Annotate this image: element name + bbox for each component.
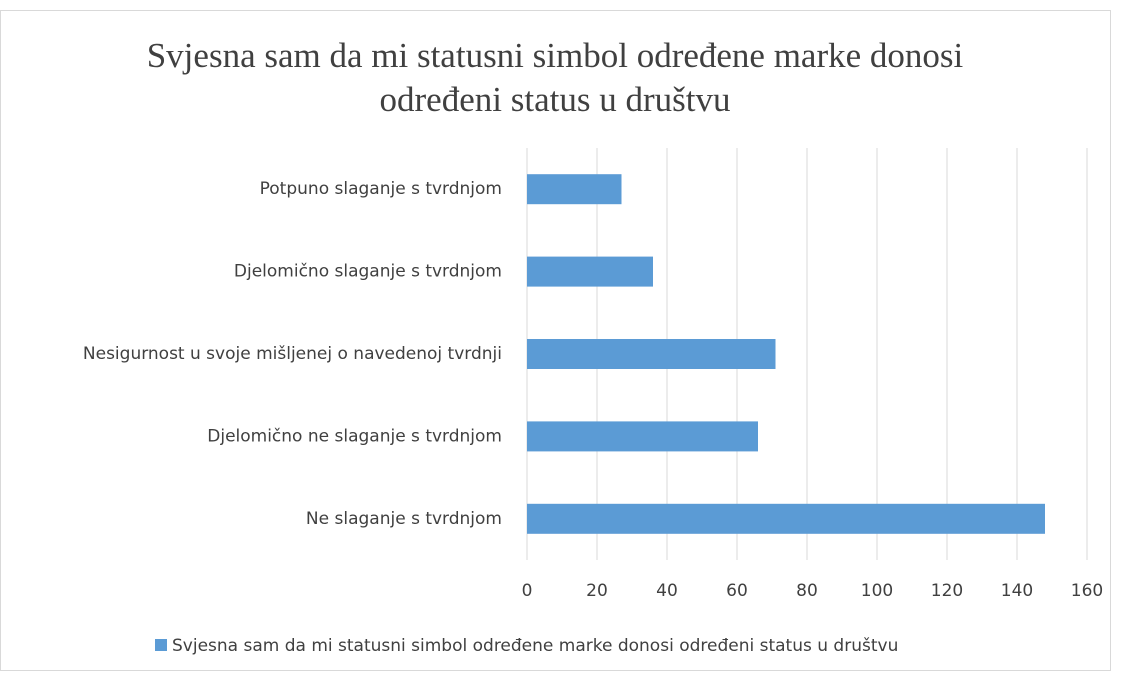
legend-swatch [155,639,167,651]
bar [527,256,653,287]
chart-border [0,10,1111,671]
bar [527,421,758,452]
y-tick-label: Djelomično ne slaganje s tvrdnjom [207,426,502,446]
bar [527,174,622,205]
x-tick-label: 140 [1001,581,1033,601]
bar [527,503,1045,534]
chart-title: Svjesna sam da mi statusni simbol određe… [146,36,964,119]
x-tick-label: 60 [726,581,748,601]
x-tick-label: 20 [586,581,608,601]
x-tick-label: 0 [522,581,533,601]
legend-label: Svjesna sam da mi statusni simbol određe… [172,636,898,656]
x-tick-label: 40 [656,581,678,601]
y-tick-label: Ne slaganje s tvrdnjom [306,509,502,529]
y-tick-label: Potpuno slaganje s tvrdnjom [260,179,502,199]
y-tick-label: Nesigurnost u svoje mišljenej o navedeno… [83,344,502,364]
y-tick-label: Djelomično slaganje s tvrdnjom [234,262,502,282]
bar [527,339,776,369]
x-tick-label: 80 [796,581,818,601]
x-tick-label: 120 [931,581,963,601]
x-tick-label: 100 [861,581,893,601]
x-tick-label: 160 [1071,581,1103,601]
